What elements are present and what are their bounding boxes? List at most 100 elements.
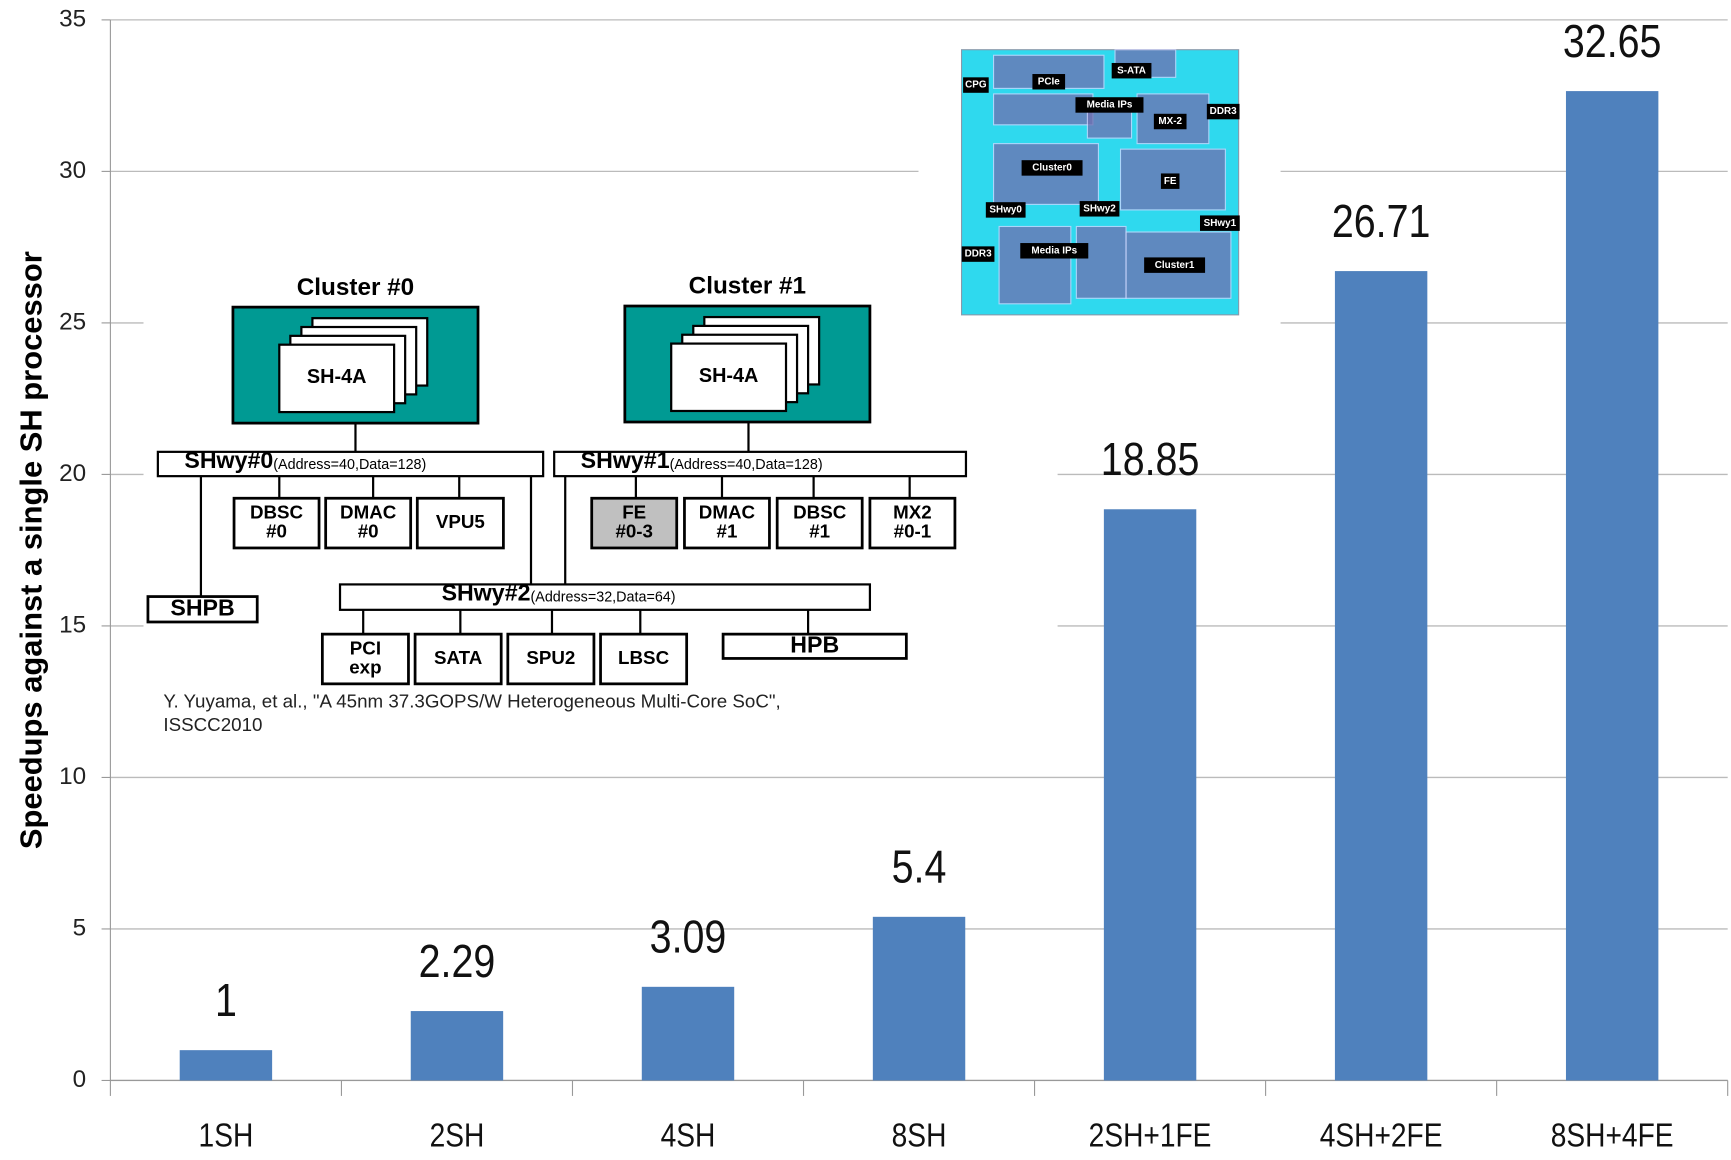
die-label-box xyxy=(1153,113,1187,130)
bus-name: SHwy#0(Address=40,Data=128) xyxy=(184,447,426,473)
module-box xyxy=(506,632,596,686)
module-label: PCI xyxy=(350,638,381,659)
module-label: #0-3 xyxy=(615,520,653,541)
bus-spec: (Address=40,Data=128) xyxy=(273,457,426,473)
module-label: #1 xyxy=(717,520,738,541)
module-label: SPU2 xyxy=(526,647,575,668)
die-label-box xyxy=(1199,215,1240,231)
module-label: exp xyxy=(349,656,381,677)
bar xyxy=(1565,91,1659,1081)
bus-name: SHwy#2(Address=32,Data=64) xyxy=(442,579,676,605)
x-tick-label: 2SH+1FE xyxy=(1089,1116,1212,1154)
module-box xyxy=(146,595,259,624)
cluster-title: Cluster #1 xyxy=(689,273,806,300)
y-tick-label: 30 xyxy=(59,157,86,184)
value-label: 5.4 xyxy=(892,842,947,894)
die-block xyxy=(1075,225,1127,299)
die-block xyxy=(998,225,1072,305)
die-label: Media IPs xyxy=(1031,245,1077,256)
module-label: #0-1 xyxy=(894,520,932,541)
y-tick-label: 20 xyxy=(59,460,86,487)
bar xyxy=(1334,271,1428,1081)
die-label-box xyxy=(1075,97,1144,113)
die-photo: CPG PCIe S-ATA Media IPs DDR3 MX-2 Cluster0 FE S… xyxy=(960,49,1240,316)
bus-spec: (Address=40,Data=128) xyxy=(670,457,823,473)
value-label: 3.09 xyxy=(650,912,727,964)
module-box xyxy=(415,496,505,550)
x-tick-label: 2SH xyxy=(430,1116,485,1154)
module-label: VPU5 xyxy=(436,511,485,532)
bus-name: SHwy#0 xyxy=(184,447,273,473)
core-card xyxy=(670,342,788,413)
module-label: MX2 xyxy=(893,502,932,523)
die-label-box xyxy=(1020,243,1089,259)
module-label: SHPB xyxy=(170,594,234,620)
y-tick-label: 25 xyxy=(59,308,86,335)
x-tick-label: 4SH+2FE xyxy=(1320,1116,1443,1154)
bus xyxy=(338,583,872,611)
value-label: 18.85 xyxy=(1101,434,1200,486)
module-label: #1 xyxy=(809,520,830,541)
die-label: SHwy2 xyxy=(1083,203,1116,214)
module-box xyxy=(868,496,957,550)
module-box xyxy=(320,632,410,686)
y-tick-label: 0 xyxy=(73,1066,87,1093)
module-box xyxy=(683,496,771,550)
die-label: DDR3 xyxy=(965,249,992,260)
y-tick-label: 35 xyxy=(59,5,86,32)
module-box xyxy=(324,496,413,550)
module-label: DMAC xyxy=(340,502,397,523)
die-label: MX-2 xyxy=(1158,116,1182,127)
x-tick-label: 1SH xyxy=(199,1116,254,1154)
bus-name: SHwy#2 xyxy=(442,579,531,605)
bus-name: SHwy#1(Address=40,Data=128) xyxy=(581,447,823,473)
y-tick-label: 15 xyxy=(59,611,86,638)
bar xyxy=(641,986,735,1081)
core-card xyxy=(278,343,396,414)
x-tick-label: 4SH xyxy=(661,1116,716,1154)
value-label: 1 xyxy=(215,975,237,1027)
die-label-box xyxy=(963,77,989,93)
core-label: SH-4A xyxy=(699,365,759,387)
die-label: SHwy0 xyxy=(989,205,1022,216)
module-label: #0 xyxy=(358,520,379,541)
bar xyxy=(872,916,966,1081)
module-box xyxy=(599,632,689,686)
module-label: DBSC xyxy=(793,502,847,523)
module-label: #0 xyxy=(266,520,287,541)
value-label: 26.71 xyxy=(1332,196,1431,248)
module-box xyxy=(413,632,503,686)
y-tick-label: 10 xyxy=(59,763,86,790)
die-label-box xyxy=(1079,201,1120,217)
bus-name: SHwy#1 xyxy=(581,447,670,473)
die-label: FE xyxy=(1164,176,1177,187)
module-label: HPB xyxy=(790,631,839,657)
die-label: PCIe xyxy=(1038,76,1061,87)
x-tick-label: 8SH xyxy=(892,1116,947,1154)
cluster-title: Cluster #0 xyxy=(297,274,414,301)
die-label-box xyxy=(1021,160,1083,176)
die-label-box xyxy=(1111,62,1152,79)
die-label-box xyxy=(1206,103,1240,120)
die-label: CPG xyxy=(965,80,987,91)
module-label: LBSC xyxy=(618,647,670,668)
bar xyxy=(1103,509,1197,1081)
die-label: SHwy1 xyxy=(1204,218,1237,229)
die-label-box xyxy=(961,246,995,262)
bar xyxy=(179,1050,273,1081)
bus xyxy=(156,450,545,478)
die-label: Cluster1 xyxy=(1155,260,1195,271)
module-box xyxy=(590,496,679,550)
die-label-box xyxy=(985,202,1026,218)
module-label: DMAC xyxy=(699,502,756,523)
die-label: DDR3 xyxy=(1210,106,1237,117)
module-box xyxy=(232,496,321,550)
die-label: Media IPs xyxy=(1087,100,1133,111)
core-label: SH-4A xyxy=(307,366,367,388)
x-tick-label: 8SH+4FE xyxy=(1551,1116,1674,1154)
value-label: 2.29 xyxy=(419,936,496,988)
module-label: FE xyxy=(622,502,646,523)
